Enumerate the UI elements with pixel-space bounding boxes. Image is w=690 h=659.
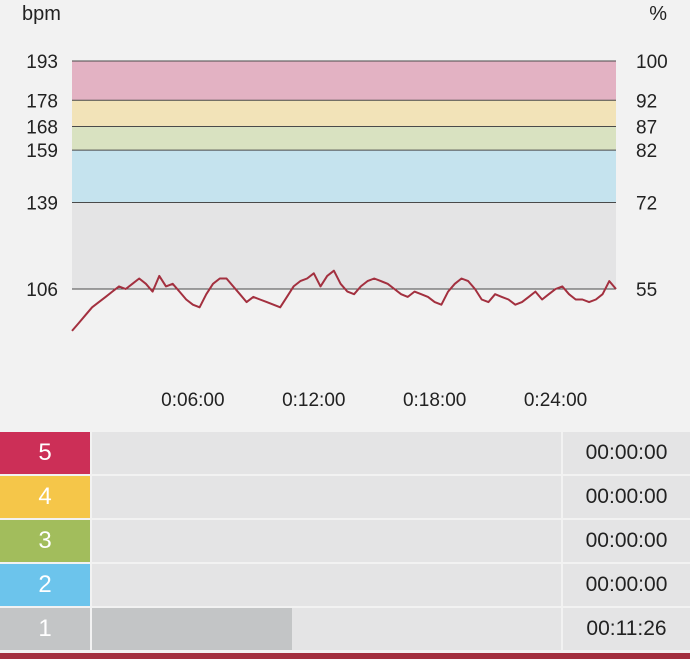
right-tick-label: 100 (636, 52, 668, 73)
zone-time-4: 00:00:00 (563, 476, 690, 518)
x-tick-label: 0:06:00 (161, 390, 224, 411)
bottom-accent-line (0, 653, 690, 659)
zone-bar-1 (92, 608, 561, 650)
left-tick-label: 178 (26, 91, 58, 112)
x-tick-label: 0:12:00 (282, 390, 345, 411)
left-tick-label: 193 (26, 52, 58, 73)
zone-fill-1 (92, 608, 292, 650)
zone-row-4: 4 00:00:00 (0, 476, 690, 518)
x-tick-label: 0:18:00 (403, 390, 466, 411)
zone-label-3: 3 (0, 520, 90, 562)
heart-rate-line (71, 269, 617, 332)
zone-bar-4 (92, 476, 561, 518)
zone-label-1: 1 (0, 608, 90, 650)
zone-time-3: 00:00:00 (563, 520, 690, 562)
zone-time-2: 00:00:00 (563, 564, 690, 606)
zone-summary: 5 00:00:00 4 00:00:00 3 00:00:00 2 00:00… (0, 432, 690, 652)
right-tick-label: 87 (636, 118, 657, 139)
zone-band-5 (72, 61, 616, 101)
zone-bar-5 (92, 432, 561, 474)
zone-label-5: 5 (0, 432, 90, 474)
zone-label-4: 4 (0, 476, 90, 518)
zone-row-1: 1 00:11:26 (0, 608, 690, 650)
left-tick-label: 139 (26, 194, 58, 215)
left-tick-label: 159 (26, 141, 58, 162)
right-tick-label: 72 (636, 194, 657, 215)
zone-band-1 (72, 202, 616, 289)
zone-row-5: 5 00:00:00 (0, 432, 690, 474)
zone-time-5: 00:00:00 (563, 432, 690, 474)
left-axis-label: bpm (22, 3, 61, 25)
zone-label-2: 2 (0, 564, 90, 606)
right-tick-label: 55 (636, 280, 657, 301)
right-axis-label: % (649, 3, 667, 25)
zone-bar-3 (92, 520, 561, 562)
zone-bar-2 (92, 564, 561, 606)
zone-band-2 (72, 150, 616, 203)
zone-band-4 (72, 100, 616, 127)
right-tick-label: 82 (636, 141, 657, 162)
x-tick-label: 0:24:00 (524, 390, 587, 411)
zone-row-2: 2 00:00:00 (0, 564, 690, 606)
left-tick-label: 168 (26, 118, 58, 139)
zone-band-3 (72, 126, 616, 151)
zone-time-1: 00:11:26 (563, 608, 690, 650)
zone-bands (72, 61, 616, 289)
left-tick-label: 106 (26, 280, 58, 301)
zone-row-3: 3 00:00:00 (0, 520, 690, 562)
x-axis-ticks: 0:06:00 0:12:00 0:18:00 0:24:00 (161, 390, 587, 411)
right-tick-label: 92 (636, 91, 657, 112)
